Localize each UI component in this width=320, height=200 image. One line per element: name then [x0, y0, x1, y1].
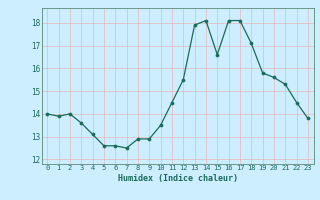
- X-axis label: Humidex (Indice chaleur): Humidex (Indice chaleur): [118, 174, 237, 183]
